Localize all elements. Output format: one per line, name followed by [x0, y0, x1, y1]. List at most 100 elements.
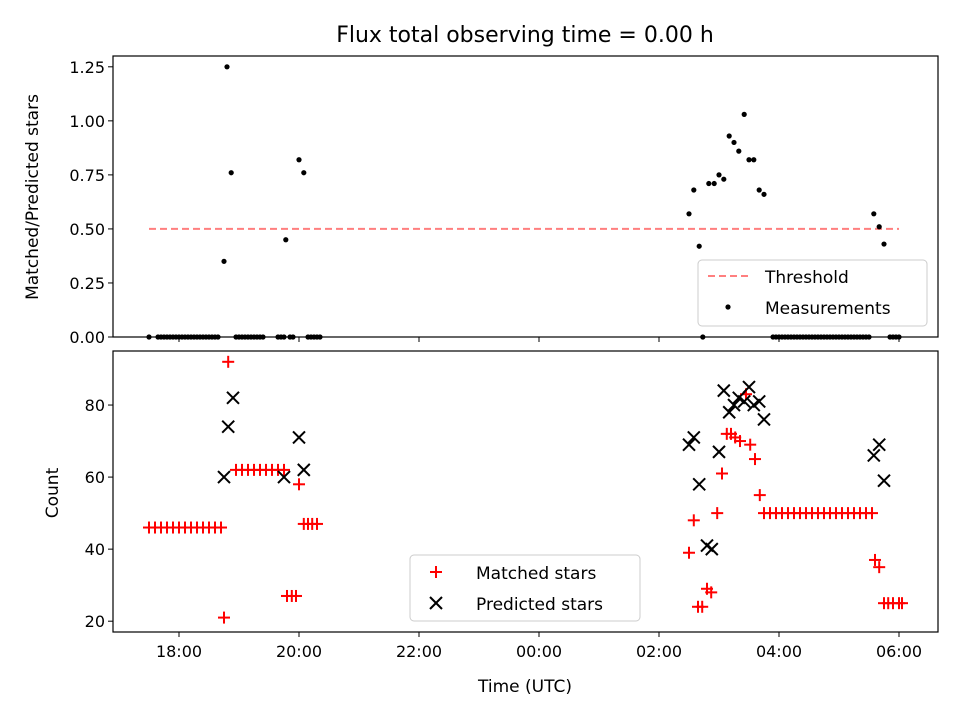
legend-threshold-label: Threshold [764, 268, 849, 288]
matched-star-point [293, 478, 305, 491]
plot-area-ratio [112, 55, 939, 338]
measurement-point [761, 191, 767, 197]
predicted-star-point [292, 430, 306, 445]
matched-star-point [687, 514, 700, 527]
measurement-point [301, 170, 307, 176]
matched-star-point [278, 463, 290, 476]
measurement-point [696, 243, 702, 249]
predicted-star-point [277, 470, 291, 484]
predicted-star-point [687, 430, 701, 445]
matched-star-point [222, 355, 235, 368]
legend-box-ratio [697, 259, 928, 327]
y-tick-label-count: 40 [85, 540, 105, 559]
x-tick-label: 20:00 [276, 642, 322, 661]
predicted-marker-b [877, 473, 891, 488]
y-tick-label-ratio: 0.00 [69, 328, 105, 347]
x-tick-label: 02:00 [636, 642, 682, 661]
count-panel: Count Time (UTC) 20 40 60 80 18:00 20:00 22:0… [43, 350, 939, 697]
measurement-point [711, 180, 717, 187]
predicted-marker-b [757, 412, 771, 427]
predicted-marker-b [712, 445, 726, 459]
measurement-point [871, 211, 877, 217]
measurement-point [876, 224, 882, 230]
measurement-point [221, 258, 227, 264]
measurement-point [741, 111, 747, 117]
predicted-marker-b [867, 448, 881, 463]
matched-star-point [290, 589, 302, 602]
x-tick-label: 04:00 [756, 642, 802, 661]
predicted-marker-b [705, 542, 719, 556]
measurement-point [746, 157, 752, 163]
matched-star-point [215, 521, 227, 534]
x-tick-label: 22:00 [396, 642, 442, 661]
predicted-star-point [737, 394, 751, 409]
measurement-point [726, 133, 732, 139]
matched-star-point [696, 600, 709, 613]
predicted-marker-b [226, 391, 240, 405]
y-axis-label-count: Count [43, 467, 63, 518]
y-ticks-count: 20 40 60 80 [85, 396, 113, 631]
matched-star-point [734, 435, 746, 448]
chart-title: Flux total observing time = 0.00 h [336, 23, 714, 48]
matched-star-point [716, 467, 728, 480]
legend-ratio: Threshold Measurements [697, 259, 928, 327]
y-tick-label-count: 60 [85, 468, 105, 487]
matched-star-point [866, 507, 878, 520]
measurement-point [283, 237, 289, 243]
x-tick-label: 00:00 [516, 642, 562, 661]
measurement-point [731, 139, 737, 146]
predicted-star-point [297, 463, 311, 477]
matched-star-point [896, 597, 908, 610]
x-ticks-count: 18:00 20:00 22:00 00:00 02:00 04:00 06:00 [156, 632, 922, 661]
measurement-point [691, 187, 697, 193]
predicted-marker-b [221, 419, 235, 434]
predicted-star-point [757, 412, 771, 427]
predicted-star-point [877, 473, 891, 488]
measurement-point [296, 157, 302, 163]
y-tick-label-ratio: 1.00 [69, 112, 105, 131]
matched-star-point [744, 438, 757, 451]
legend-measurements-swatch [725, 304, 731, 310]
predicted-marker-b [692, 477, 706, 492]
measurement-point [706, 180, 712, 187]
y-tick-label-count: 80 [85, 396, 105, 415]
matched-star-point [311, 517, 323, 530]
measurement-point [756, 187, 762, 193]
predicted-marker-b [292, 430, 306, 445]
measurement-point [736, 148, 742, 154]
matched-star-point [869, 553, 881, 566]
y-tick-label-ratio: 1.25 [69, 58, 105, 77]
predicted-marker-b [717, 383, 731, 398]
matched-star-point [683, 546, 695, 559]
measurement-point [721, 176, 727, 182]
measurement-point [224, 64, 230, 70]
measurement-point [228, 170, 234, 176]
legend-count: Matched stars Predicted stars [409, 554, 641, 622]
legend-box-count [409, 554, 641, 622]
measurement-point [716, 172, 722, 178]
count-series [143, 355, 908, 624]
predicted-marker-b [297, 463, 311, 477]
y-ticks-ratio: 0.00 0.25 0.50 0.75 1.00 1.25 [69, 58, 113, 347]
matched-star-point [753, 489, 766, 502]
predicted-star-point [872, 437, 886, 452]
predicted-marker-b [682, 437, 696, 452]
measurement-point [881, 241, 887, 247]
predicted-marker-b [722, 405, 736, 419]
x-ticks-ratio [178, 337, 900, 342]
predicted-star-point [692, 477, 706, 492]
predicted-marker-b [872, 437, 886, 452]
predicted-star-point [752, 394, 766, 409]
predicted-star-point [742, 380, 756, 394]
y-axis-label-ratio: Matched/Predicted stars [23, 94, 43, 300]
predicted-star-point [217, 470, 231, 484]
predicted-star-point [722, 405, 736, 419]
x-tick-label: 06:00 [876, 642, 922, 661]
y-tick-label-ratio: 0.50 [69, 220, 105, 239]
predicted-marker-b [727, 398, 741, 412]
predicted-star-point [705, 542, 719, 556]
predicted-marker-b [687, 430, 701, 445]
matched-star-point [873, 561, 886, 574]
legend-measurements-label: Measurements [765, 299, 891, 319]
